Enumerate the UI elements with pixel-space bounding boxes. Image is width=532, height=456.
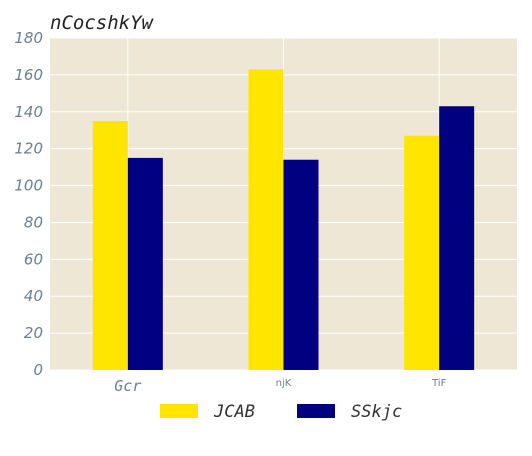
bar-JCAB-njK [248,69,284,370]
y-tick-label: 160 [14,66,43,84]
legend-label: SSkjc [351,402,402,422]
y-tick-label: 140 [14,103,43,121]
bar-SSkjc-Gcr [127,157,163,370]
legend-swatch [297,404,335,418]
x-tick-label: TiF [431,378,447,389]
x-axis-ticks: Gcr njK TiF [114,377,446,395]
legend-swatch [160,404,198,418]
bars [92,69,475,370]
y-tick-label: 40 [24,287,43,305]
bar-SSkjc-TiF [439,106,475,370]
bar-SSkjc-njK [283,159,319,370]
legend: JCAB SSkjc [160,402,402,422]
chart-title: nCocshkYw [50,12,155,34]
y-tick-label: 80 [24,213,43,231]
bar-JCAB-TiF [404,135,440,370]
legend-label: JCAB [213,402,255,422]
y-tick-label: 60 [24,250,43,268]
bar-JCAB-Gcr [92,121,128,370]
y-axis-ticks: 0 20 40 60 80 100 120 140 160 180 [14,29,43,379]
x-tick-label: njK [276,378,292,389]
y-tick-label: 120 [14,140,43,158]
y-tick-label: 20 [24,324,43,342]
y-tick-label: 0 [33,361,43,379]
x-tick-label: Gcr [114,377,141,395]
y-tick-label: 100 [14,177,43,195]
y-tick-label: 180 [14,29,43,47]
